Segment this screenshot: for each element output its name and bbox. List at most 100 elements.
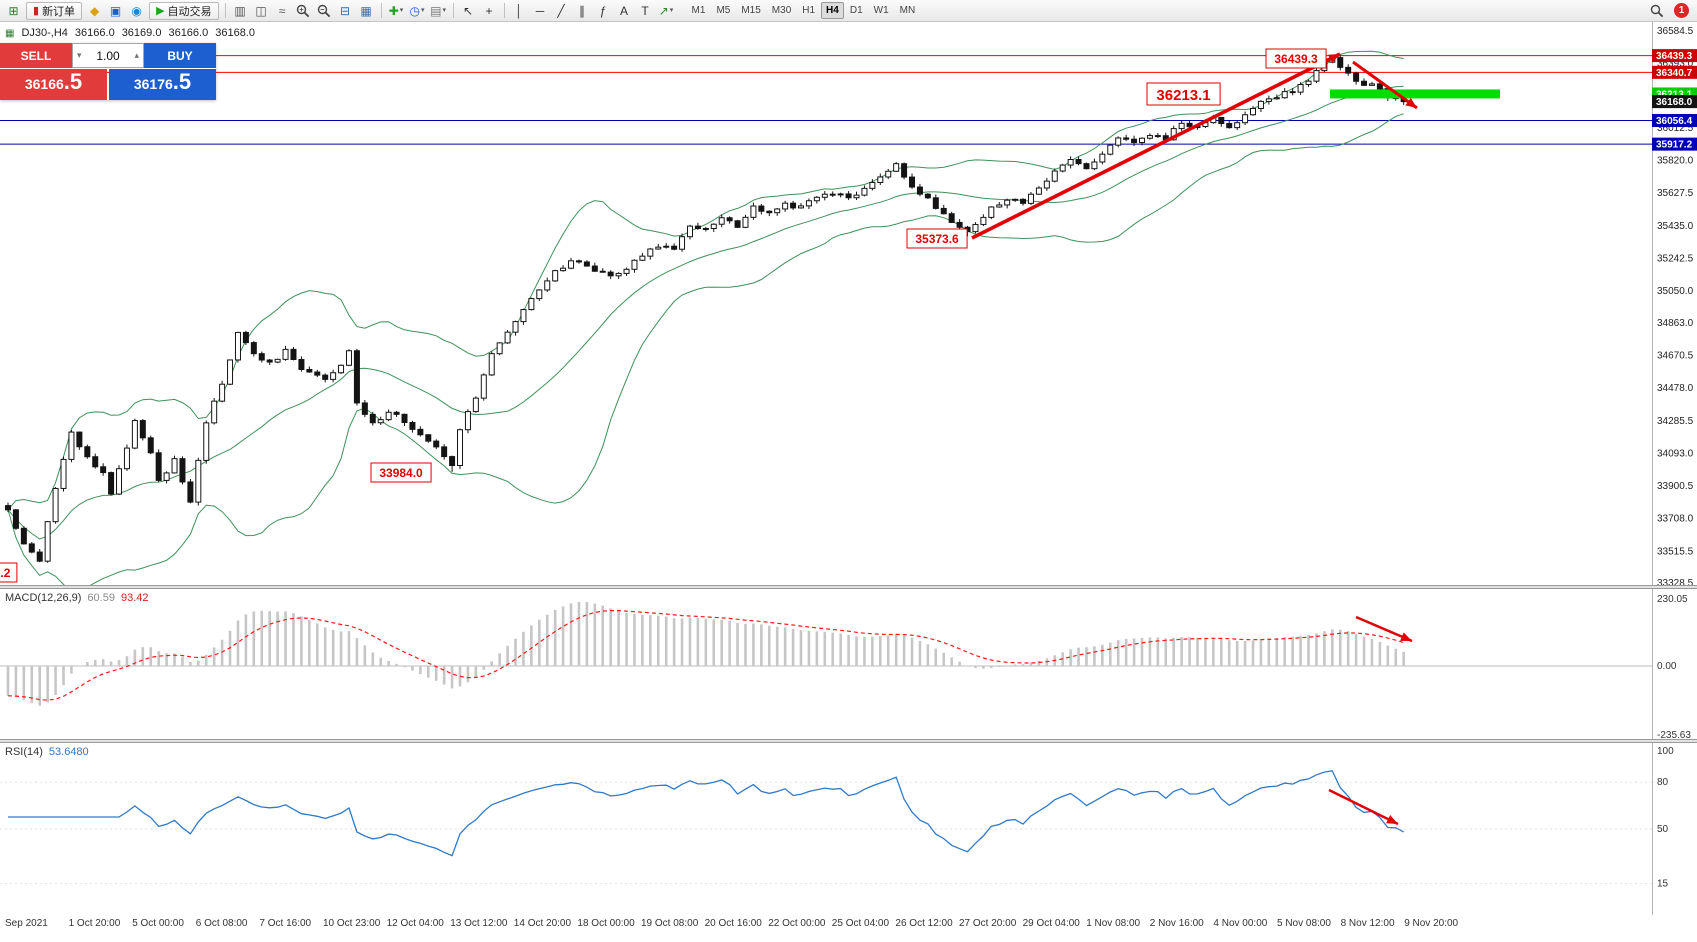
sell-button[interactable]: SELL	[0, 43, 72, 68]
market-watch-icon[interactable]: ▣	[109, 3, 122, 18]
price-annotations-layer: 36439.3 36213.1 35373.6 33984.0 .2	[0, 48, 1327, 583]
dropdown-caret-icon: ▾	[399, 7, 404, 14]
volume-control[interactable]: ▾ 1.00 ▴	[72, 43, 144, 68]
channel-tool[interactable]: ∥	[579, 3, 586, 18]
time-label: 4 Nov 00:00	[1213, 918, 1268, 929]
zoom-out-icon[interactable]: −	[315, 2, 334, 20]
time-label: 9 Nov 20:00	[1404, 918, 1459, 929]
svg-text:36213.1: 36213.1	[1156, 87, 1210, 104]
macd-panel: 230.05 0.00 -235.63 MACD(12,26,9) 60.59 93…	[0, 589, 1697, 739]
sell-price-main: 36166	[24, 76, 64, 92]
indicators-menu[interactable]: ✚ ▾	[388, 3, 404, 18]
svg-text:36439.3: 36439.3	[1274, 52, 1318, 66]
svg-text:33708.0: 33708.0	[1657, 514, 1694, 525]
main-toolbar: ⊞ ▮ 新订单 ◆ ▣ ◉ ▶ 自动交易 ▥ ◫ ≈ + − ⊟ ▦ ✚ ▾ ◷ ▾ ▤ ▾ ↖ + │ ─ ╱ ∥ ƒ A T ↗ ▾ M1…	[0, 0, 1697, 22]
sell-price-frac: .5	[63, 69, 83, 94]
templates-menu[interactable]: ▤ ▾	[430, 3, 446, 18]
line-chart-icon[interactable]: ≈	[278, 3, 286, 18]
toolbar-right: 1	[1646, 2, 1694, 20]
time-label: 22 Oct 00:00	[768, 918, 826, 929]
time-label: 8 Nov 12:00	[1340, 918, 1395, 929]
auto-trading-button[interactable]: ▶ 自动交易	[149, 1, 219, 20]
svg-text:36393.0: 36393.0	[1657, 58, 1694, 69]
buy-button[interactable]: BUY	[144, 43, 216, 68]
svg-text:34285.5: 34285.5	[1657, 416, 1694, 427]
timeframe-h4[interactable]: H4	[821, 2, 844, 19]
svg-text:35627.5: 35627.5	[1657, 188, 1694, 199]
arrange-windows-icon[interactable]: ▦	[360, 3, 372, 18]
ohlc-high: 36169.0	[121, 27, 162, 39]
time-label: 5 Oct 00:00	[132, 918, 184, 929]
algo-settings-icon[interactable]: ◉	[131, 3, 142, 18]
horizontal-line-tool[interactable]: ─	[535, 3, 545, 18]
svg-text:33984.0: 33984.0	[379, 466, 423, 480]
buy-price[interactable]: 36176.5	[109, 69, 216, 100]
vertical-line-tool[interactable]: │	[515, 3, 523, 18]
cursor-tool[interactable]: ↖	[463, 3, 474, 18]
periods-menu[interactable]: ◷ ▾	[409, 3, 425, 18]
time-label: 14 Oct 20:00	[513, 918, 572, 929]
svg-text:36340.7: 36340.7	[1656, 68, 1693, 79]
timeframe-mn[interactable]: MN	[899, 5, 916, 16]
toolbar-separator	[224, 3, 226, 18]
text-tool[interactable]: A	[620, 3, 629, 18]
svg-text:33328.5: 33328.5	[1657, 578, 1694, 585]
time-label: 25 Oct 04:00	[831, 918, 890, 929]
arrows-menu[interactable]: ↗ ▾	[658, 3, 674, 18]
tile-windows-icon[interactable]: ⊟	[340, 3, 351, 18]
timeframe-m5[interactable]: M5	[716, 5, 731, 16]
svg-text:36012.5: 36012.5	[1657, 123, 1694, 134]
svg-text:35917.2: 35917.2	[1656, 140, 1693, 151]
svg-text:34863.0: 34863.0	[1657, 318, 1694, 329]
rsi-line	[8, 770, 1404, 857]
chart-ohlc-header: ▦ DJ30-,H4 36166.0 36169.0 36166.0 36168…	[5, 27, 255, 39]
green-price-zone	[1330, 89, 1500, 99]
time-label: 19 Oct 08:00	[641, 918, 699, 929]
toolbar-items: ⊞ ▮ 新订单 ◆ ▣ ◉ ▶ 自动交易 ▥ ◫ ≈ + − ⊟ ▦ ✚ ▾ ◷ ▾ ▤ ▾ ↖ + │ ─ ╱ ∥ ƒ A T ↗ ▾	[3, 1, 677, 20]
sell-price[interactable]: 36166.5	[0, 69, 107, 100]
search-icon[interactable]	[1647, 2, 1666, 20]
timeframe-m15[interactable]: M15	[741, 5, 761, 16]
history-center-icon[interactable]: ◆	[89, 3, 100, 18]
trendline-tool[interactable]: ╱	[557, 3, 565, 18]
timeframe-m1[interactable]: M1	[691, 5, 706, 16]
timeframe-d1[interactable]: D1	[849, 5, 863, 16]
label-tool[interactable]: T	[641, 3, 649, 18]
volume-increase-icon[interactable]: ▴	[134, 50, 139, 60]
dropdown-caret-icon: ▾	[442, 7, 446, 14]
new-chart-icon[interactable]: ⊞	[8, 3, 19, 18]
crosshair-tool[interactable]: +	[485, 3, 493, 18]
bar-chart-icon[interactable]: ▥	[234, 3, 246, 18]
macd-histogram	[6, 602, 1405, 706]
candlestick-chart-icon[interactable]: ◫	[255, 3, 267, 18]
buy-price-main: 36176	[133, 76, 173, 92]
svg-text:36056.4: 36056.4	[1656, 116, 1693, 127]
trend-arrows-layer	[971, 52, 1418, 240]
svg-text:-235.63: -235.63	[1657, 730, 1691, 739]
new-order-button[interactable]: ▮ 新订单	[26, 1, 83, 20]
macd-signal-line	[7, 610, 1404, 701]
zoom-in-icon[interactable]: +	[294, 2, 313, 20]
dropdown-caret-icon: ▾	[421, 7, 425, 14]
svg-text:35373.6: 35373.6	[915, 232, 959, 246]
chart-icon: ▦	[5, 27, 15, 39]
toolbar-separator	[503, 3, 505, 18]
macd-canvas[interactable]: 230.05 0.00 -235.63	[0, 589, 1697, 739]
timeframe-w1[interactable]: W1	[873, 5, 889, 16]
svg-text:−: −	[320, 5, 325, 14]
fibonacci-tool[interactable]: ƒ	[599, 3, 607, 18]
timeframe-m30[interactable]: M30	[771, 5, 792, 16]
price-chart-canvas[interactable]: 36439.3 36213.1 35373.6 33984.0 .2 36584.5 363…	[0, 22, 1697, 585]
volume-value[interactable]: 1.00	[96, 48, 120, 63]
panel-divider-macd[interactable]	[0, 585, 1697, 589]
notification-badge[interactable]: 1	[1674, 3, 1689, 18]
volume-dropdown-icon[interactable]: ▾	[77, 50, 82, 60]
svg-text:33900.5: 33900.5	[1657, 481, 1694, 492]
timeframe-h1[interactable]: H1	[802, 5, 816, 16]
rsi-canvas[interactable]: 100 80 50 15	[0, 743, 1697, 915]
panel-divider-rsi[interactable]	[0, 739, 1697, 743]
time-label: 18 Oct 00:00	[577, 918, 635, 929]
time-label: 1 Oct 20:00	[68, 918, 121, 929]
svg-text:35820.0: 35820.0	[1657, 156, 1694, 167]
